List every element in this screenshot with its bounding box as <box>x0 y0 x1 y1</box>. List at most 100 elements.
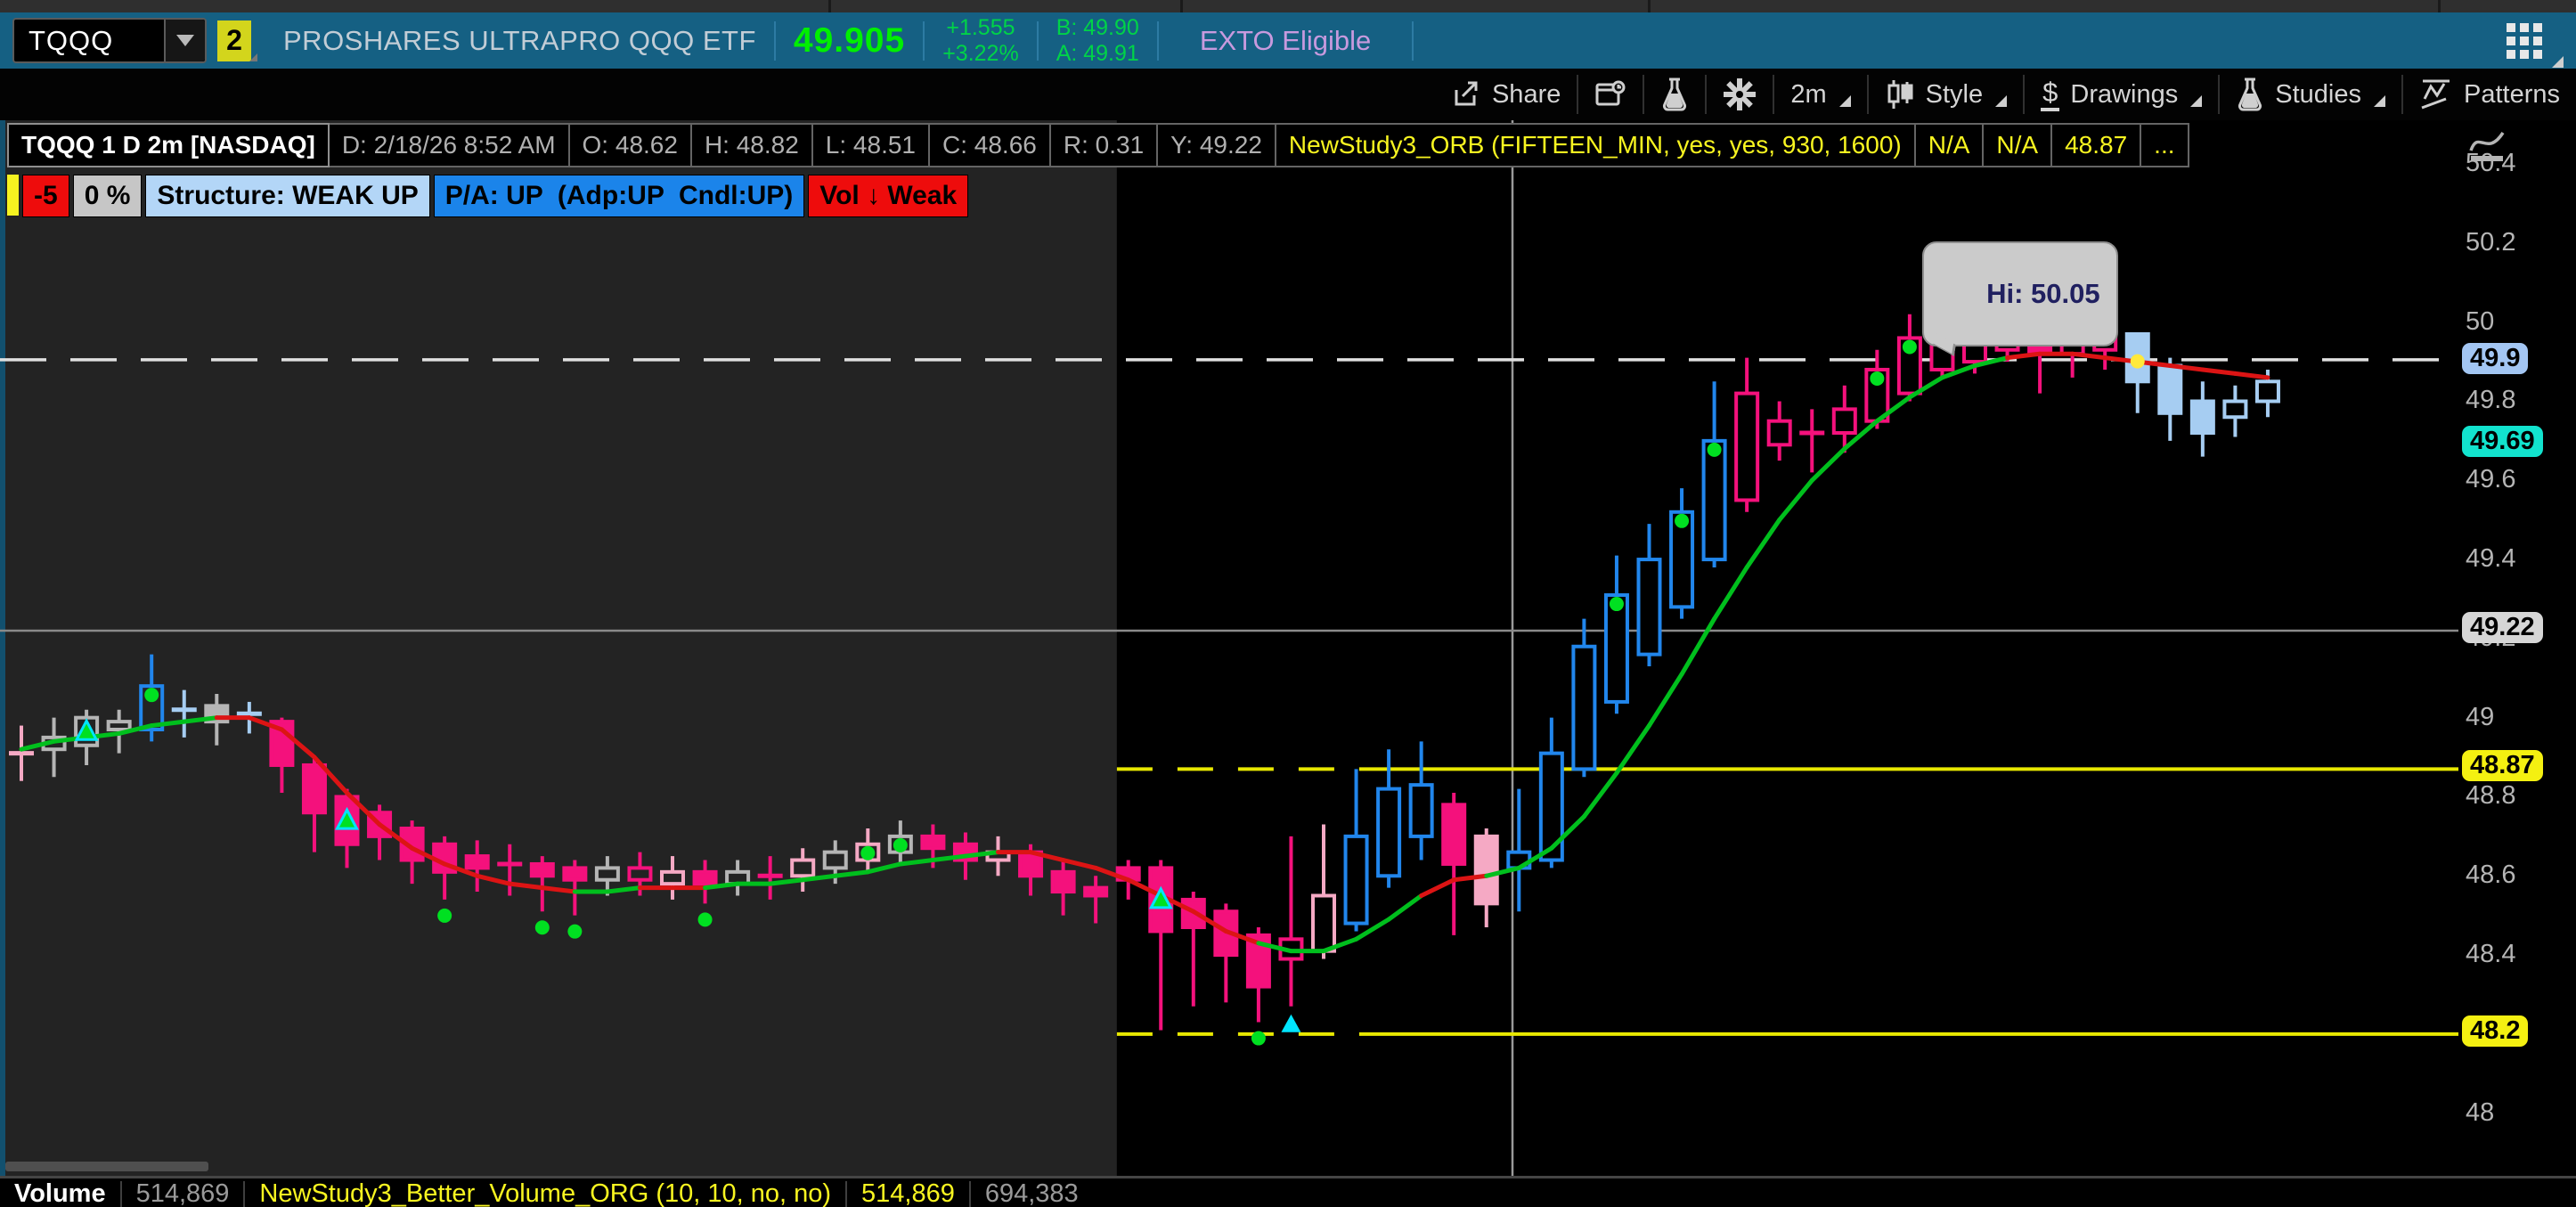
price-chart-canvas[interactable]: TQQQ 1 D 2m [NASDAQ] D: 2/18/26 8:52 AM O:… <box>0 120 2458 1176</box>
candle-body <box>1473 834 1499 906</box>
green-dot-marker <box>1675 513 1690 528</box>
axis-price-badge: 49.69 <box>2462 426 2543 458</box>
candle-body <box>562 866 588 882</box>
bid-ask: B: 49.90 A: 49.91 <box>1056 15 1139 67</box>
divider <box>2401 75 2403 114</box>
moving-average-line <box>1386 893 1424 922</box>
divider <box>2023 75 2026 114</box>
axis-tick-label: 50.2 <box>2466 227 2516 257</box>
exto-eligible-tag: EXTO Eligible <box>1199 24 1372 56</box>
share-button[interactable]: Share <box>1435 69 1577 120</box>
moving-average-line <box>312 754 349 795</box>
moving-average-line <box>768 877 805 886</box>
dropdown-corner-triangle <box>2374 94 2385 107</box>
moving-average-line <box>833 869 870 878</box>
candle-body <box>692 869 718 886</box>
candle-body <box>2189 399 2215 436</box>
dropdown-corner-triangle <box>2190 94 2203 107</box>
flask-icon <box>2238 77 2262 111</box>
studies-button[interactable]: Studies <box>2220 69 2401 120</box>
share-icon <box>1455 81 1478 106</box>
style-button[interactable]: Style <box>1869 69 2023 120</box>
moving-average-line <box>1484 865 1521 878</box>
candle-body <box>2222 399 2248 420</box>
axis-tick-label: 49 <box>2466 702 2495 731</box>
green-dot-marker <box>1251 1031 1266 1046</box>
h-scrollbar[interactable] <box>5 1162 208 1171</box>
moving-average-line <box>800 873 838 883</box>
axis-tick-label: 49.8 <box>2466 386 2516 415</box>
chart-settings-button[interactable] <box>1707 69 1773 120</box>
grid-layout-button[interactable] <box>2498 21 2564 68</box>
axis-fit-icon[interactable] <box>2467 124 2507 163</box>
green-dot-marker <box>1707 442 1722 457</box>
study-cell[interactable]: 48.87 <box>2052 123 2142 167</box>
candle-body <box>2254 379 2280 404</box>
dollar-drawing-icon: $ <box>2041 78 2060 111</box>
moving-average-line <box>149 719 187 729</box>
interval-button[interactable]: 2m <box>1774 69 1866 120</box>
study-cell[interactable]: ... <box>2141 123 2189 167</box>
candle-body <box>1701 438 1727 562</box>
axis-tick-label: 48.4 <box>2466 940 2516 969</box>
moving-average-line <box>1679 616 1717 677</box>
volume-value: 514,869 <box>135 1179 230 1207</box>
candle-body <box>2157 363 2183 415</box>
interval-label: 2m <box>1790 79 1827 109</box>
symbol-input[interactable]: TQQQ <box>12 18 207 63</box>
divider <box>2218 75 2221 114</box>
ohlc-cell: H: 48.82 <box>691 123 813 167</box>
green-dot-marker <box>144 688 159 703</box>
candle-body <box>301 763 327 815</box>
volume-study-label[interactable]: NewStudy3_Better_Volume_ORG (10, 10, no,… <box>259 1179 832 1207</box>
link-group-badge[interactable]: 2 <box>217 20 257 61</box>
gear-icon <box>1724 78 1757 110</box>
grid-icon <box>2507 23 2542 59</box>
study-cell[interactable]: NewStudy3_ORB (FIFTEEN_MIN, yes, yes, 93… <box>1276 123 1916 167</box>
quick-time-frame-button[interactable] <box>1578 69 1643 120</box>
divider <box>923 20 925 61</box>
drawings-button[interactable]: $ Drawings <box>2025 69 2218 120</box>
axis-tick-label: 49.6 <box>2466 465 2516 494</box>
symbol-dropdown-button[interactable] <box>164 20 205 61</box>
moving-average-line <box>1614 723 1651 776</box>
analysis-flask-button[interactable] <box>1644 69 1705 120</box>
moving-average-line <box>865 861 903 875</box>
green-dot-marker <box>534 920 550 935</box>
moving-average-line <box>1451 873 1489 883</box>
style-label: Style <box>1925 79 1984 109</box>
study-cell[interactable]: N/A <box>1915 123 1985 167</box>
divider <box>968 1180 971 1207</box>
window-tab-strip[interactable] <box>0 0 2576 12</box>
study-cell[interactable]: N/A <box>1984 123 2053 167</box>
axis-price-badge: 48.2 <box>2462 1015 2529 1047</box>
premarket-shading <box>0 120 1117 1176</box>
moving-average-line <box>475 873 512 886</box>
price-axis[interactable]: 50.450.25049.849.649.449.24948.848.648.4… <box>2458 120 2576 1176</box>
cyan-triangle-marker <box>1281 1014 1301 1032</box>
moving-average-line <box>1842 419 1879 452</box>
patterns-button[interactable]: Patterns <box>2403 69 2576 120</box>
moving-average-line <box>117 723 154 736</box>
green-dot-marker <box>567 924 583 939</box>
axis-tick-label: 50 <box>2466 306 2495 336</box>
tab-divider <box>1180 0 1183 12</box>
green-triangle-marker <box>1148 885 1173 909</box>
green-dot-marker <box>860 845 876 860</box>
moving-average-line <box>377 822 415 851</box>
symbol-input-value[interactable]: TQQQ <box>29 24 114 56</box>
divider <box>243 1180 246 1207</box>
moving-average-line <box>1028 850 1066 863</box>
moving-average-line <box>1712 565 1749 622</box>
status-badge: Structure: WEAK UP <box>145 175 430 217</box>
candlestick-chart[interactable] <box>0 120 2458 1176</box>
moving-average-line <box>442 861 480 878</box>
moving-average-line <box>1126 877 1163 898</box>
chart-toolbar: Share <box>0 69 2576 122</box>
tab-divider <box>828 0 831 12</box>
moving-average-line <box>2005 351 2042 361</box>
moving-average-line <box>2167 363 2205 372</box>
moving-average-line <box>540 885 577 894</box>
green-triangle-marker <box>335 806 359 830</box>
